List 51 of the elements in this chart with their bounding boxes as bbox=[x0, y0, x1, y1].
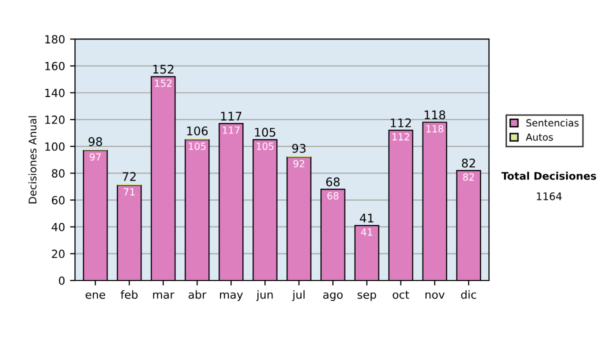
data-label: 41 bbox=[361, 228, 372, 236]
x-tick-label: sep bbox=[358, 292, 376, 301]
x-tick-label: may bbox=[220, 292, 243, 301]
x-tick-label: mar bbox=[153, 292, 174, 299]
data-label: 105 bbox=[256, 142, 274, 150]
total-label: 105 bbox=[255, 128, 276, 137]
data-label: 92 bbox=[293, 160, 304, 168]
total-label: 82 bbox=[462, 158, 475, 168]
y-tick-label: 120 bbox=[45, 116, 65, 124]
x-tick-label: abr bbox=[188, 290, 206, 299]
data-label: 117 bbox=[222, 126, 240, 134]
y-tick-label: 160 bbox=[45, 62, 65, 70]
legend-label: Sentencias bbox=[526, 118, 579, 127]
y-axis-title: Decisiones Anual bbox=[28, 116, 36, 204]
y-tick-label: 0 bbox=[58, 276, 65, 285]
data-label: 118 bbox=[426, 125, 444, 132]
y-tick-label: 60 bbox=[52, 196, 65, 204]
total-label: 112 bbox=[390, 118, 411, 128]
x-tick-label: jul bbox=[292, 290, 305, 301]
total-label: 41 bbox=[360, 214, 374, 222]
y-tick-label: 80 bbox=[52, 169, 65, 178]
data-label: 71 bbox=[124, 188, 135, 196]
x-tick-label: oct bbox=[392, 290, 410, 299]
total-label: 106 bbox=[187, 126, 208, 136]
x-tick-label: nov bbox=[426, 292, 445, 299]
data-label: 97 bbox=[90, 153, 101, 161]
total-label: 72 bbox=[122, 172, 136, 181]
legend-label: Autos bbox=[526, 134, 553, 141]
y-tick-label: 140 bbox=[45, 88, 65, 98]
x-tick-label: dic bbox=[461, 290, 476, 299]
data-label: 82 bbox=[463, 173, 474, 181]
y-tick-label: 20 bbox=[52, 250, 65, 258]
y-tick-label: 40 bbox=[52, 222, 65, 232]
total-label: 93 bbox=[292, 144, 306, 153]
data-label: 112 bbox=[392, 133, 410, 140]
total-label: 68 bbox=[326, 177, 340, 186]
total-label: 98 bbox=[88, 137, 102, 146]
x-tick-label: ene bbox=[86, 292, 106, 299]
y-tick-label: 100 bbox=[45, 142, 65, 151]
data-label: 105 bbox=[188, 142, 206, 150]
x-tick-label: ago bbox=[323, 292, 343, 301]
total-label: 117 bbox=[221, 112, 242, 120]
text: Total Decisiones bbox=[501, 172, 596, 180]
x-tick-label: jun bbox=[256, 290, 273, 301]
x-tick-label: feb bbox=[120, 290, 138, 299]
y-tick-label: 180 bbox=[45, 35, 65, 44]
total-label: 152 bbox=[153, 64, 174, 74]
data-label: 152 bbox=[155, 80, 172, 87]
data-label: 68 bbox=[327, 192, 338, 200]
total-label: 118 bbox=[424, 110, 446, 120]
text: 1164 bbox=[536, 192, 562, 200]
